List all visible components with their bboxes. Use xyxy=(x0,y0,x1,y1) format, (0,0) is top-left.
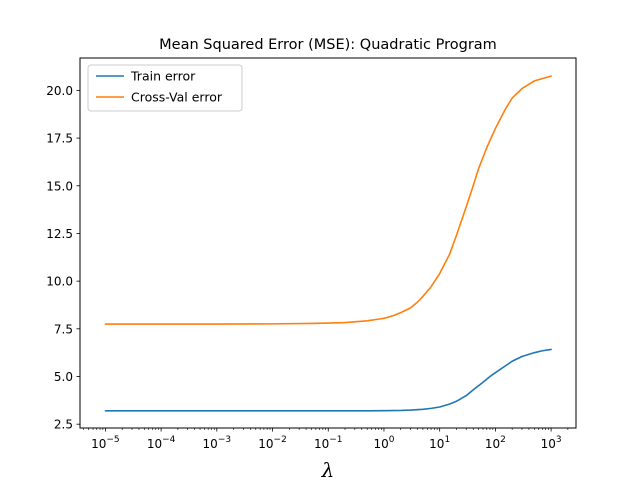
plot-lines xyxy=(104,75,552,412)
x-axis: 10−5 10−4 10−3 10−2 10−1 100 101 102 103 xyxy=(82,428,569,451)
y-tick-label: 12.5 xyxy=(46,227,73,241)
y-tick-label: 15.0 xyxy=(46,179,73,193)
y-tick-label: 2.5 xyxy=(54,418,73,432)
legend-label: Cross-Val error xyxy=(131,90,223,105)
series-line-train-error xyxy=(104,348,552,412)
x-tick-label: 103 xyxy=(541,435,562,451)
x-tick-label: 10−2 xyxy=(258,435,287,451)
legend-label: Train error xyxy=(130,69,196,84)
y-axis: 2.5 5.0 7.5 10.0 12.5 15.0 17.5 20.0 xyxy=(46,84,80,432)
x-tick-label: 10−5 xyxy=(91,435,120,451)
y-tick-label: 20.0 xyxy=(46,84,73,98)
x-tick-label: 101 xyxy=(429,435,450,451)
x-axis-label: λ xyxy=(321,458,335,480)
legend-box xyxy=(87,64,243,112)
legend: Train error Cross-Val error xyxy=(87,64,243,112)
series-line-cross-val-error xyxy=(104,75,552,325)
x-tick-label: 10−4 xyxy=(147,435,176,451)
x-tick-label: 10−3 xyxy=(203,435,232,451)
x-tick-label: 100 xyxy=(373,435,394,451)
y-tick-label: 7.5 xyxy=(54,322,73,336)
x-tick-label: 102 xyxy=(485,435,506,451)
y-tick-label: 17.5 xyxy=(46,132,73,146)
chart-title: Mean Squared Error (MSE): Quadratic Prog… xyxy=(159,37,497,53)
x-tick-label: 10−1 xyxy=(314,435,343,451)
y-tick-label: 5.0 xyxy=(54,370,73,384)
y-tick-label: 10.0 xyxy=(46,275,73,289)
